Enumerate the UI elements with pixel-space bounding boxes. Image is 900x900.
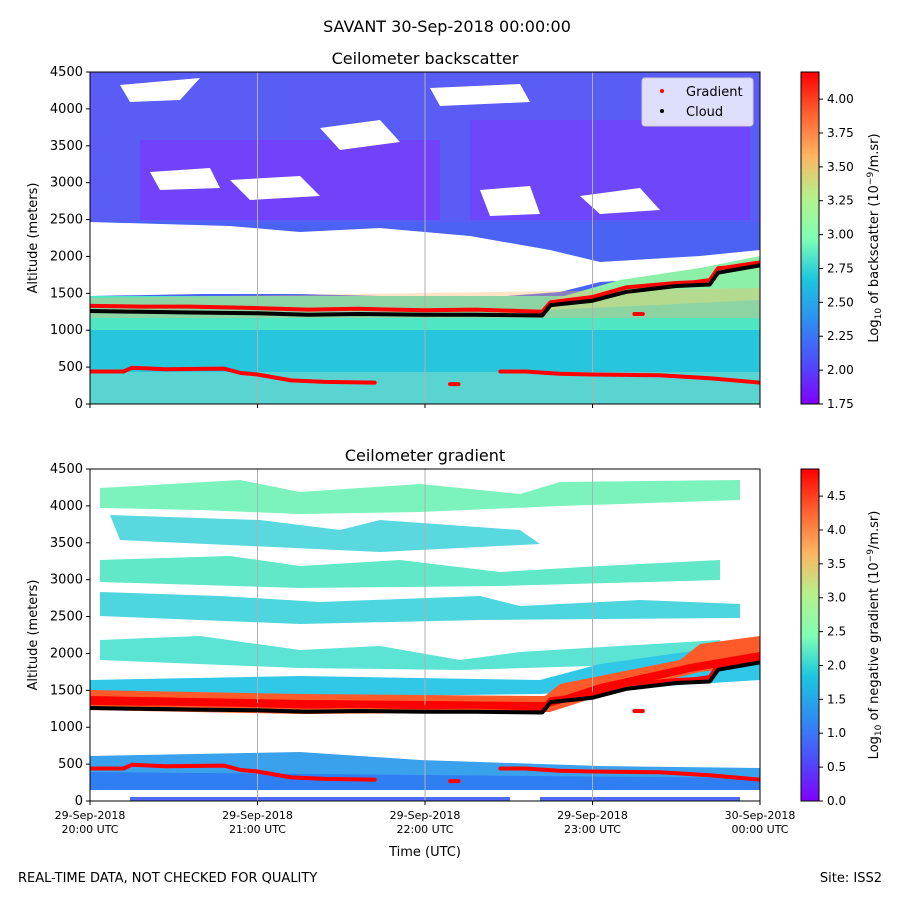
colorbar-tick-label: 4.0 [827, 523, 846, 537]
backscatter-colorbar [800, 71, 820, 405]
colorbar-tick-label: 2.25 [827, 329, 854, 343]
y-tick-label: 1000 [50, 323, 83, 338]
x-tick-time-label: 22:00 UTC [396, 823, 453, 836]
legend-cloud-marker [660, 109, 664, 113]
x-tick-time-label: 20:00 UTC [61, 823, 118, 836]
y-tick-label: 4000 [50, 102, 83, 117]
gradient-marker-series [90, 762, 377, 782]
y-tick-label: 2500 [50, 610, 83, 625]
colorbar-tick-label: 0.5 [827, 760, 846, 774]
colorbar-tick-label: 3.50 [827, 160, 854, 174]
y-tick-label: 4000 [50, 499, 83, 514]
legend: Gradient Cloud [641, 77, 754, 127]
panel-title-gradient: Ceilometer gradient [345, 446, 505, 465]
colorbar-tick-label: 0.0 [827, 794, 846, 808]
colorbar-tick-label: 3.75 [827, 126, 854, 140]
x-tick-time-label: 21:00 UTC [229, 823, 286, 836]
gradient-y-ticks: 0 500 1000 1500 2000 2500 3000 3500 4000 4500 [50, 462, 90, 809]
gradient-colorbar-label: Log10 of negative gradient (10−9/m.sr) [866, 511, 884, 760]
colorbar-tick-label: 4.5 [827, 489, 846, 503]
y-tick-label: 1500 [50, 683, 83, 698]
colorbar-tick-label: 2.00 [827, 363, 854, 377]
colorbar-tick-label: 3.0 [827, 591, 846, 605]
cloud-marker-series [90, 660, 760, 715]
legend-gradient-marker [660, 89, 664, 93]
footer-site: Site: ISS2 [820, 871, 882, 886]
backscatter-colorbar-ticks: 1.75 2.00 2.25 2.50 2.75 3.00 3.25 3.50 3.75 4.00 [819, 92, 854, 411]
gradient-markers [90, 657, 760, 784]
colorbar-tick-label: 2.50 [827, 295, 854, 309]
y-tick-label: 1500 [50, 286, 83, 301]
footer-quality-note: REAL-TIME DATA, NOT CHECKED FOR QUALITY [18, 871, 317, 886]
colorbar-tick-label: 1.5 [827, 692, 846, 706]
y-tick-label: 3500 [50, 139, 83, 154]
x-axis-label: Time (UTC) [388, 845, 461, 860]
y-tick-label: 4500 [50, 462, 83, 477]
colorbar-tick-label: 2.5 [827, 625, 846, 639]
gridlines [257, 72, 593, 801]
x-tick-date-label: 29-Sep-2018 [390, 809, 461, 822]
y-tick-label: 3500 [50, 536, 83, 551]
y-tick-label: 3000 [50, 573, 83, 588]
colorbar-tick-label: 3.00 [827, 228, 854, 242]
backscatter-ylabel: Altitude (meters) [26, 183, 41, 294]
legend-gradient-label: Gradient [686, 85, 743, 100]
y-tick-label: 500 [58, 360, 83, 375]
colorbar-tick-label: 2.0 [827, 658, 846, 672]
x-tick-time-label: 23:00 UTC [564, 823, 621, 836]
gradient-marker-series [90, 365, 377, 385]
gradient-marker-series [498, 369, 760, 385]
colorbar-tick-label: 1.0 [827, 726, 846, 740]
x-tick-date-label: 30-Sep-2018 [725, 809, 796, 822]
y-tick-label: 2500 [50, 213, 83, 228]
y-tick-label: 1000 [50, 720, 83, 735]
gradient-marker-series [90, 260, 760, 314]
colorbar-tick-label: 3.25 [827, 194, 854, 208]
backscatter-y-ticks: 0 500 1000 1500 2000 2500 3000 3500 4000 4500 [50, 65, 90, 412]
backscatter-markers [90, 260, 760, 387]
colorbar-tick-label: 1.75 [827, 397, 854, 411]
y-tick-label: 2000 [50, 249, 83, 264]
gradient-ylabel: Altitude (meters) [26, 580, 41, 691]
y-tick-label: 0 [75, 397, 83, 412]
x-tick-date-label: 29-Sep-2018 [557, 809, 628, 822]
y-tick-label: 4500 [50, 65, 83, 80]
backscatter-colorbar-label: Log10 of backscatter (10−9/m.sr) [866, 133, 884, 342]
figure-title: SAVANT 30-Sep-2018 00:00:00 [323, 17, 571, 36]
cloud-marker-series [90, 263, 760, 318]
x-tick-date-label: 29-Sep-2018 [222, 809, 293, 822]
x-tick-date-label: 29-Sep-2018 [55, 809, 126, 822]
y-tick-label: 3000 [50, 176, 83, 191]
colorbar-tick-label: 4.00 [827, 92, 854, 106]
legend-cloud-label: Cloud [686, 105, 723, 120]
x-tick-time-label: 00:00 UTC [731, 823, 788, 836]
y-tick-label: 0 [75, 794, 83, 809]
colorbar-tick-label: 3.5 [827, 557, 846, 571]
gradient-marker-series [498, 766, 760, 782]
gradient-colorbar-ticks: 0.0 0.5 1.0 1.5 2.0 2.5 3.0 3.5 4.0 4.5 [819, 489, 846, 808]
gradient-colorbar [800, 468, 820, 802]
y-tick-label: 500 [58, 757, 83, 772]
colorbar-tick-label: 2.75 [827, 261, 854, 275]
y-tick-label: 2000 [50, 646, 83, 661]
panel-title-backscatter: Ceilometer backscatter [332, 49, 519, 68]
gradient-marker-series [90, 657, 760, 711]
